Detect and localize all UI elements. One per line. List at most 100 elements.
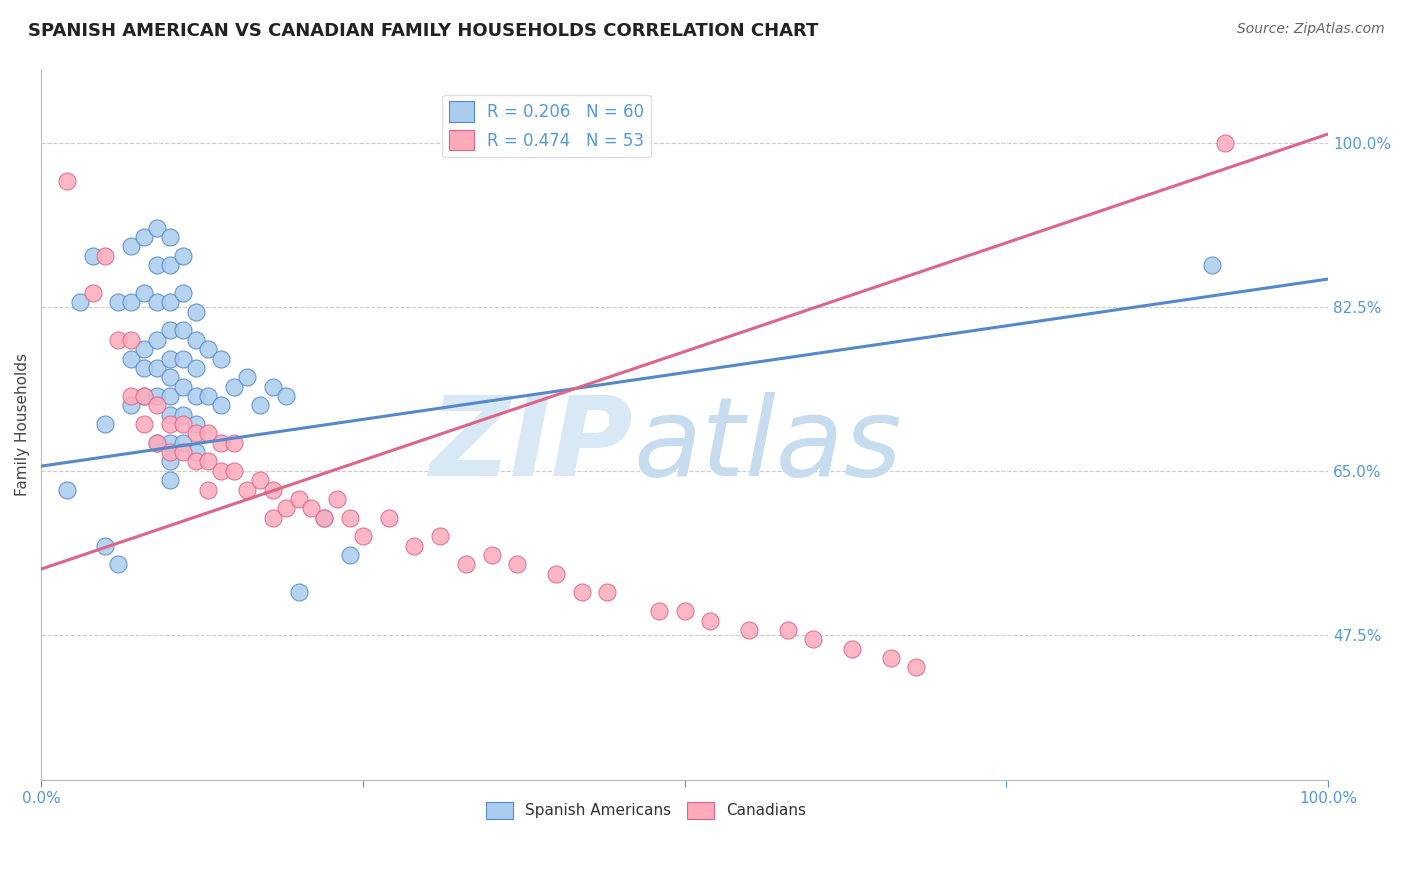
Point bbox=[184, 454, 207, 468]
Point bbox=[544, 566, 567, 581]
Point bbox=[172, 379, 194, 393]
Point bbox=[224, 379, 246, 393]
Point bbox=[287, 491, 309, 506]
Point bbox=[197, 342, 219, 356]
Point bbox=[120, 351, 142, 366]
Point bbox=[262, 510, 284, 524]
Point bbox=[377, 510, 399, 524]
Point bbox=[197, 426, 219, 441]
Point bbox=[120, 398, 142, 412]
Point bbox=[94, 249, 117, 263]
Point bbox=[172, 417, 194, 431]
Point bbox=[184, 417, 207, 431]
Point bbox=[184, 426, 207, 441]
Point bbox=[197, 389, 219, 403]
Point bbox=[673, 604, 696, 618]
Point bbox=[314, 510, 336, 524]
Point bbox=[132, 286, 155, 301]
Point bbox=[236, 370, 259, 384]
Point bbox=[1213, 136, 1236, 151]
Point bbox=[326, 491, 349, 506]
Point bbox=[262, 379, 284, 393]
Point bbox=[184, 333, 207, 347]
Point bbox=[287, 585, 309, 599]
Point bbox=[56, 174, 79, 188]
Point bbox=[132, 389, 155, 403]
Point bbox=[801, 632, 824, 647]
Point bbox=[184, 445, 207, 459]
Point bbox=[146, 258, 169, 272]
Point bbox=[1201, 258, 1223, 272]
Point bbox=[159, 324, 181, 338]
Text: SPANISH AMERICAN VS CANADIAN FAMILY HOUSEHOLDS CORRELATION CHART: SPANISH AMERICAN VS CANADIAN FAMILY HOUS… bbox=[28, 22, 818, 40]
Point bbox=[132, 417, 155, 431]
Point bbox=[146, 360, 169, 375]
Point bbox=[132, 230, 155, 244]
Point bbox=[184, 389, 207, 403]
Point bbox=[159, 230, 181, 244]
Point bbox=[120, 295, 142, 310]
Point bbox=[159, 408, 181, 422]
Point bbox=[159, 258, 181, 272]
Point bbox=[184, 305, 207, 319]
Point bbox=[132, 389, 155, 403]
Point bbox=[94, 417, 117, 431]
Point bbox=[146, 295, 169, 310]
Point bbox=[454, 558, 477, 572]
Point bbox=[184, 360, 207, 375]
Point bbox=[159, 445, 181, 459]
Point bbox=[841, 641, 863, 656]
Point bbox=[94, 539, 117, 553]
Point bbox=[82, 249, 104, 263]
Point bbox=[69, 295, 91, 310]
Point bbox=[404, 539, 426, 553]
Point bbox=[146, 220, 169, 235]
Point bbox=[197, 483, 219, 497]
Point bbox=[339, 548, 361, 562]
Point bbox=[146, 435, 169, 450]
Point bbox=[224, 435, 246, 450]
Point bbox=[132, 342, 155, 356]
Point bbox=[172, 324, 194, 338]
Point bbox=[159, 473, 181, 487]
Point bbox=[107, 333, 129, 347]
Point bbox=[159, 454, 181, 468]
Point bbox=[159, 351, 181, 366]
Point bbox=[224, 464, 246, 478]
Point bbox=[146, 389, 169, 403]
Point bbox=[159, 435, 181, 450]
Point bbox=[172, 408, 194, 422]
Point bbox=[905, 660, 928, 674]
Point bbox=[879, 651, 901, 665]
Point bbox=[596, 585, 619, 599]
Point bbox=[209, 464, 232, 478]
Point bbox=[314, 510, 336, 524]
Point bbox=[209, 351, 232, 366]
Point bbox=[159, 389, 181, 403]
Point bbox=[146, 435, 169, 450]
Point bbox=[107, 295, 129, 310]
Point bbox=[776, 623, 799, 637]
Point bbox=[262, 483, 284, 497]
Point bbox=[209, 435, 232, 450]
Point bbox=[249, 473, 271, 487]
Point bbox=[571, 585, 593, 599]
Point bbox=[159, 295, 181, 310]
Point bbox=[172, 286, 194, 301]
Point bbox=[236, 483, 259, 497]
Point bbox=[120, 239, 142, 253]
Point bbox=[339, 510, 361, 524]
Point bbox=[197, 454, 219, 468]
Point bbox=[120, 333, 142, 347]
Point bbox=[172, 249, 194, 263]
Point bbox=[146, 333, 169, 347]
Point bbox=[299, 501, 322, 516]
Point bbox=[159, 370, 181, 384]
Point bbox=[159, 417, 181, 431]
Point bbox=[481, 548, 503, 562]
Point bbox=[82, 286, 104, 301]
Legend: Spanish Americans, Canadians: Spanish Americans, Canadians bbox=[479, 796, 813, 825]
Text: Source: ZipAtlas.com: Source: ZipAtlas.com bbox=[1237, 22, 1385, 37]
Point bbox=[506, 558, 529, 572]
Text: atlas: atlas bbox=[633, 392, 901, 499]
